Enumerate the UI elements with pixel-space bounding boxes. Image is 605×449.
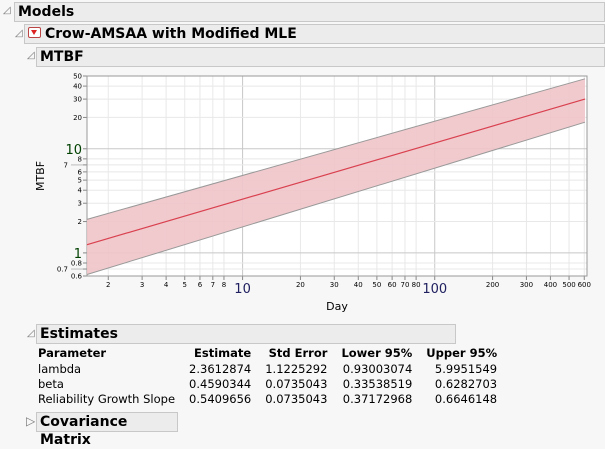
confidence-band [87,78,585,275]
mtbf-line [86,98,586,246]
models-header[interactable]: Models [14,2,605,22]
y-tick-label: 3 [78,200,82,208]
column-header: Upper 95% [426,346,498,360]
x-tick-label: 6 [198,281,203,289]
y-tick-label: 0.8 [71,259,82,267]
x-tick-label: 8 [222,281,226,289]
cell: 2.3612874 [189,361,252,376]
y-tick-label: 5 [78,177,82,185]
y-tick-label: 0.6 [71,273,83,281]
x-tick-label: 40 [354,281,363,289]
y-tick-label: 2 [78,218,82,226]
y-tick-label: 1 [74,247,82,262]
cell: 1.1225292 [265,361,328,376]
x-tick-label: 80 [412,281,421,289]
cell: 0.6282703 [434,376,498,391]
red-triangle-menu-icon[interactable] [28,26,41,38]
covariance-header[interactable]: Covariance Matrix [36,412,178,448]
disclosure-icon[interactable]: ◿ [27,50,35,61]
x-tick-label: 50 [372,281,381,289]
x-tick-label: 400 [544,281,557,289]
estimates-header[interactable]: Estimates [36,324,456,344]
disclosure-icon[interactable]: ◿ [15,28,23,39]
disclosure-closed-icon[interactable]: ▷ [26,414,36,428]
x-tick-label: 10 [234,282,251,297]
x-axis-label: Day [326,300,348,313]
models-title: Models [18,4,75,20]
cell: Reliability Growth Slope [38,391,176,406]
cell: 0.0735043 [265,376,328,391]
cell: lambda [38,361,82,376]
x-tick-label: 30 [330,281,339,289]
disclosure-icon[interactable]: ◿ [3,5,11,16]
x-tick-label: 500 [562,281,575,289]
mtbf-header[interactable]: MTBF [36,47,605,67]
y-tick-label: 7 [64,161,68,169]
cell: beta [38,376,64,391]
covariance-title: Covariance Matrix [40,414,128,448]
disclosure-icon[interactable]: ◿ [27,328,35,339]
y-axis-label: MTBF [34,161,47,191]
lower-bound-line [86,121,586,275]
column-header: Lower 95% [341,346,413,360]
column-header: Estimate [194,346,252,360]
mtbf-title: MTBF [40,49,84,65]
y-tick-label: 30 [73,96,82,104]
x-tick-label: 300 [520,281,533,289]
y-tick-label: 6 [78,168,83,176]
column-header: Std Error [268,346,328,360]
table-row: beta 0.4590344 0.0735043 0.33538519 0.628270… [36,376,497,391]
table-row: Reliability Growth Slope 0.5409656 0.07350… [36,391,497,406]
cell: 0.0735043 [265,391,328,406]
upper-bound-line [86,78,586,220]
x-tick-label: 4 [164,281,169,289]
plot-frame [86,75,588,277]
table-row: lambda 2.3612874 1.1225292 0.93003074 5.9951… [36,361,497,376]
cell: 5.9951549 [434,361,498,376]
estimates-table: Parameter Estimate Std Error Lower 95% U… [36,345,497,406]
y-tick-label: 40 [73,83,82,91]
y-tick-label: 50 [73,73,82,81]
cell: 0.37172968 [342,391,413,406]
x-tick-label: 60 [388,281,397,289]
cell: 0.5409656 [189,391,252,406]
cell: 0.33538519 [342,376,413,391]
y-tick-label: 10 [65,143,82,158]
model-title: Crow-AMSAA with Modified MLE [45,26,297,42]
mtbf-chart: 2 3 4 5 6 7 8 10 20 30 40 50 60 70 80 100 200 300 400 500 60… [34,73,591,314]
x-tick-label: 7 [211,281,215,289]
x-tick-label: 600 [578,281,591,289]
x-tick-label: 20 [296,281,305,289]
x-tick-label: 2 [106,281,110,289]
x-tick-label: 70 [401,281,410,289]
x-tick-label: 3 [140,281,144,289]
x-tick-label: 200 [486,281,499,289]
x-tick-label: 5 [183,281,187,289]
column-header: Parameter [38,346,107,360]
y-tick-label: 0.7 [57,266,68,274]
x-tick-label: 100 [422,282,447,297]
table-header-row: Parameter Estimate Std Error Lower 95% U… [36,345,497,361]
model-header[interactable]: Crow-AMSAA with Modified MLE [24,24,605,44]
cell: 0.4590344 [189,376,252,391]
y-tick-label: 8 [78,155,82,163]
cell: 0.93003074 [342,361,413,376]
y-tick-label: 20 [73,114,82,122]
estimates-title: Estimates [40,326,118,342]
cell: 0.6646148 [434,391,498,406]
y-tick-label: 4 [78,187,83,195]
